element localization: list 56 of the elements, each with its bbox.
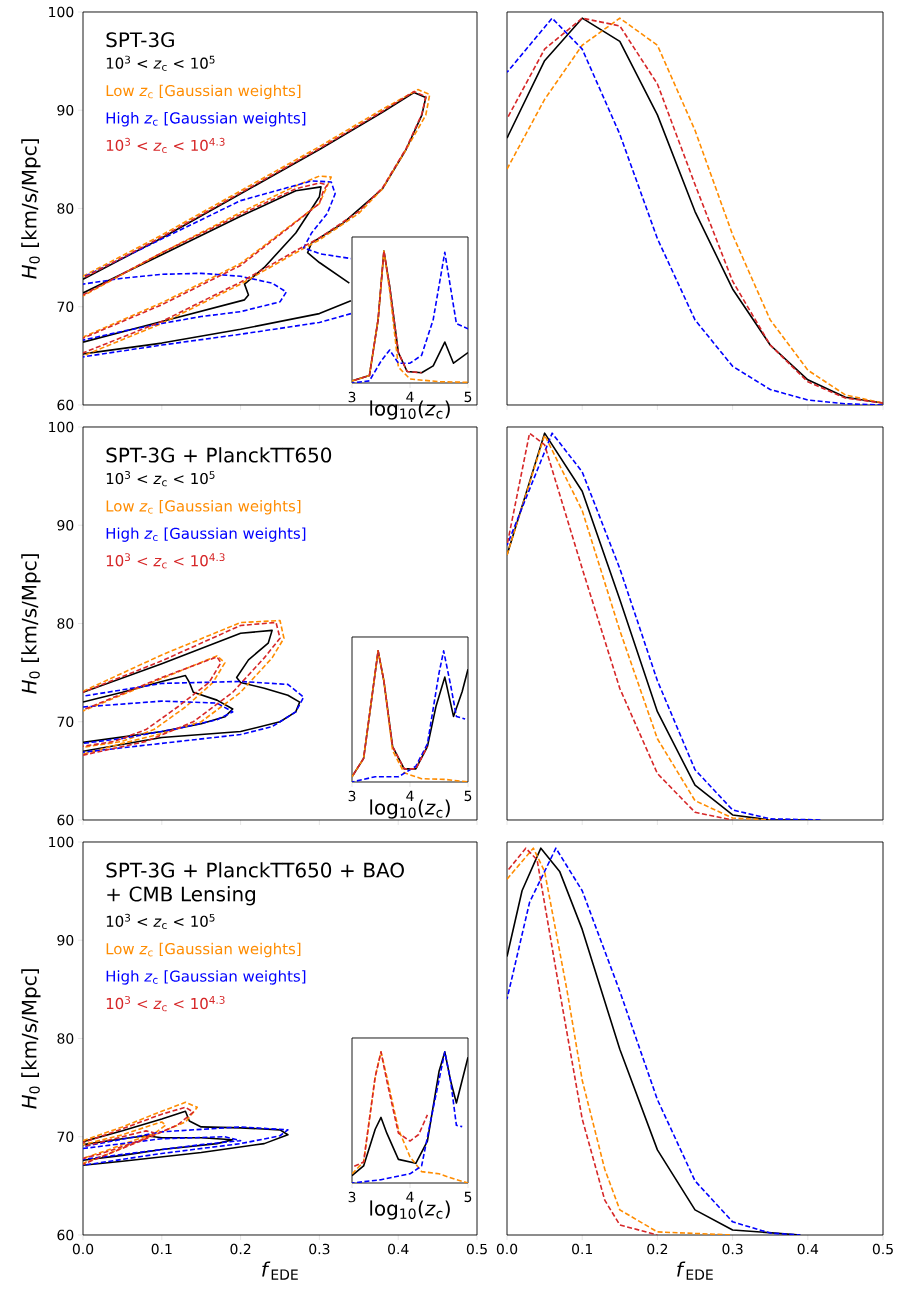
y-tick-label: 80: [57, 203, 74, 214]
y-tick-label: 100: [49, 836, 74, 848]
text: 10$^{3}$ < z$_{c}$ < 10$^{5}$: [106, 55, 215, 71]
x-tick-label: 0.1: [151, 1243, 172, 1255]
y-tick-label: 60: [57, 399, 74, 411]
x-tick-label: 3: [348, 1191, 356, 1203]
text: 10$^{3}$ < z$_{c}$ < 10$^{4.3}$: [106, 995, 225, 1012]
y-tick-label: 100: [49, 6, 74, 18]
y-tick-label: 100: [49, 421, 74, 433]
x-tick-label: 0.3: [722, 1243, 743, 1255]
y-axis-title: H$_{0}$ [km/s/Mpc]: [21, 139, 41, 279]
y-tick-label: 80: [57, 1033, 74, 1044]
x-tick-label: 5: [464, 1191, 472, 1203]
x-tick-label: 5: [464, 391, 472, 403]
text: 10$^{3}$ < z$_{c}$ < 10$^{5}$: [106, 471, 215, 487]
text: SPT-3G + PlanckTT650 + BAO + CMB Lensing: [106, 862, 404, 906]
x-tick-label: 0.5: [466, 1243, 487, 1255]
x-tick-label: 3: [348, 790, 356, 802]
text: Low z$_{c}$ [Gaussian weights]: [106, 500, 301, 515]
x-tick-label: 0.2: [647, 1243, 668, 1255]
x-tick-label: 0.4: [388, 1243, 409, 1255]
y-tick-label: 90: [57, 519, 74, 531]
x-tick-label: 0.4: [797, 1243, 819, 1255]
text: High z$_{c}$ [Gaussian weights]: [106, 527, 306, 542]
y-tick-label: 70: [57, 301, 74, 313]
x-tick-label: 0.1: [572, 1243, 593, 1255]
y-tick-label: 90: [57, 934, 74, 946]
y-tick-label: 70: [57, 1131, 74, 1143]
x-tick-label: 0.3: [309, 1243, 330, 1255]
x-tick-label: 0.2: [230, 1243, 251, 1255]
y-axis-title: H$_{0}$ [km/s/Mpc]: [21, 554, 41, 694]
y-tick-label: 70: [57, 716, 74, 728]
y-tick-label: 60: [57, 814, 74, 826]
text: 10$^{3}$ < z$_{c}$ < 10$^{5}$: [106, 913, 215, 930]
text: High z$_{c}$ [Gaussian weights]: [106, 112, 306, 127]
text: Low z$_{c}$ [Gaussian weights]: [106, 84, 301, 100]
x-tick-label: 3: [348, 391, 356, 403]
x-tick-label: 0.0: [72, 1243, 94, 1255]
y-axis-title: H$_{0}$ [km/s/Mpc]: [21, 969, 41, 1109]
y-tick-label: 60: [57, 1229, 74, 1241]
x-axis-title: f$_{EDE}$: [677, 1261, 713, 1280]
x-tick-label: 0.5: [872, 1243, 893, 1255]
text: High z$_{c}$ [Gaussian weights]: [106, 970, 306, 985]
x-tick-label: 5: [464, 790, 472, 802]
x-tick-label: 4: [406, 391, 414, 402]
y-tick-label: 80: [57, 618, 74, 629]
text: 10$^{3}$ < z$_{c}$ < 10$^{4.3}$: [106, 137, 225, 154]
text: SPT-3G + PlanckTT650: [106, 447, 332, 463]
x-tick-label: 4: [406, 790, 414, 801]
x-axis-title: f$_{EDE}$: [262, 1261, 298, 1280]
text: SPT-3G: [106, 32, 174, 48]
y-tick-label: 90: [57, 104, 74, 116]
x-tick-label: 4: [406, 1191, 414, 1202]
text: 10$^{3}$ < z$_{c}$ < 10$^{4.3}$: [106, 553, 225, 569]
text: Low z$_{c}$ [Gaussian weights]: [106, 942, 301, 958]
x-tick-label: 0.0: [496, 1243, 518, 1255]
